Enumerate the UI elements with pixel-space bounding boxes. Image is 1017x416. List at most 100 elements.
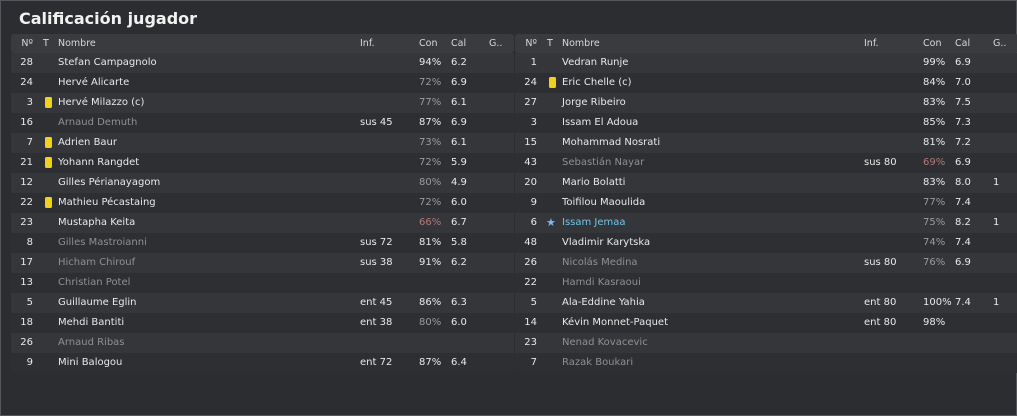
- player-name[interactable]: Issam El Adoua: [562, 117, 639, 128]
- player-name[interactable]: Toifilou Maoulida: [562, 197, 646, 208]
- table-row[interactable]: 22 Mathieu Pécastaing 72% 6.0: [11, 193, 514, 213]
- player-condition: 75%: [923, 217, 946, 228]
- table-row[interactable]: 7 Adrien Baur 73% 6.1: [11, 133, 514, 153]
- table-row[interactable]: 14 Kévin Monnet-Paquet ent 80 98%: [515, 313, 1017, 333]
- table-row[interactable]: 24 Eric Chelle (c) 84% 7.0: [515, 73, 1017, 93]
- player-name[interactable]: Nenad Kovacevic: [562, 337, 648, 348]
- col-header-rating[interactable]: Cal: [451, 38, 467, 49]
- player-name[interactable]: Hervé Alicarte: [58, 77, 130, 88]
- table-row[interactable]: 15 Mohammad Nosrati 81% 7.2: [515, 133, 1017, 153]
- player-name[interactable]: Hicham Chirouf: [58, 257, 136, 268]
- player-name[interactable]: Arnaud Demuth: [58, 117, 138, 128]
- player-name[interactable]: Mini Balogou: [58, 357, 123, 368]
- player-name[interactable]: Ala-Eddine Yahia: [562, 297, 645, 308]
- table-row[interactable]: 7 Razak Boukari: [515, 353, 1017, 373]
- col-header-goals[interactable]: G..: [993, 38, 1007, 49]
- player-name[interactable]: Vedran Runje: [562, 57, 629, 68]
- player-condition: 86%: [419, 297, 442, 308]
- col-header-condition[interactable]: Con: [419, 38, 438, 49]
- player-name[interactable]: Mario Bolatti: [562, 177, 626, 188]
- table-row[interactable]: 27 Jorge Ribeiro 83% 7.5: [515, 93, 1017, 113]
- player-name[interactable]: Yohann Rangdet: [58, 157, 140, 168]
- away-ratings-table: Nº T Nombre Inf. Con Cal G.. 1 Vedran Run…: [515, 34, 1017, 373]
- table-row[interactable]: 26 Arnaud Ribas: [11, 333, 514, 353]
- player-name[interactable]: Gilles Mastroianni: [58, 237, 147, 248]
- player-rating: 6.2: [451, 257, 467, 268]
- table-row[interactable]: 5 Guillaume Eglin ent 45 86% 6.3: [11, 293, 514, 313]
- col-header-info[interactable]: Inf.: [864, 38, 879, 49]
- player-name[interactable]: Kévin Monnet-Paquet: [562, 317, 668, 328]
- table-row[interactable]: 12 Gilles Périanayagom 80% 4.9: [11, 173, 514, 193]
- player-name[interactable]: Gilles Périanayagom: [58, 177, 161, 188]
- player-name[interactable]: Eric Chelle (c): [562, 77, 632, 88]
- player-number: 9: [530, 197, 537, 208]
- col-header-condition[interactable]: Con: [923, 38, 942, 49]
- table-row[interactable]: 22 Hamdi Kasraoui: [515, 273, 1017, 293]
- col-header-goals[interactable]: G..: [489, 38, 503, 49]
- player-name[interactable]: Nicolás Medina: [562, 257, 638, 268]
- player-name[interactable]: Christian Potel: [58, 277, 131, 288]
- player-rating: 6.0: [451, 317, 467, 328]
- table-row[interactable]: 20 Mario Bolatti 83% 8.0 1: [515, 173, 1017, 193]
- player-condition: 77%: [923, 197, 946, 208]
- player-name[interactable]: Mohammad Nosrati: [562, 137, 661, 148]
- player-number: 43: [524, 157, 537, 168]
- player-number: 13: [20, 277, 33, 288]
- table-row[interactable]: 28 Stefan Campagnolo 94% 6.2: [11, 53, 514, 73]
- player-name[interactable]: Jorge Ribeiro: [562, 97, 626, 108]
- table-row[interactable]: 9 Mini Balogou ent 72 87% 6.4: [11, 353, 514, 373]
- player-rating: 6.4: [451, 357, 467, 368]
- player-name[interactable]: Hervé Milazzo (c): [58, 97, 145, 108]
- player-name[interactable]: Arnaud Ribas: [58, 337, 125, 348]
- player-number: 7: [530, 357, 537, 368]
- player-number: 9: [26, 357, 33, 368]
- table-row[interactable]: 17 Hicham Chirouf sus 38 91% 6.2: [11, 253, 514, 273]
- player-number: 6: [530, 217, 537, 228]
- player-rating: 7.4: [955, 237, 971, 248]
- table-row[interactable]: 23 Nenad Kovacevic: [515, 333, 1017, 353]
- player-name[interactable]: Razak Boukari: [562, 357, 634, 368]
- col-header-name[interactable]: Nombre: [562, 38, 600, 49]
- table-row[interactable]: 9 Toifilou Maoulida 77% 7.4: [515, 193, 1017, 213]
- player-name[interactable]: Mehdi Bantiti: [58, 317, 125, 328]
- player-name[interactable]: Hamdi Kasraoui: [562, 277, 641, 288]
- table-row[interactable]: 1 Vedran Runje 99% 6.9: [515, 53, 1017, 73]
- col-header-info[interactable]: Inf.: [360, 38, 375, 49]
- col-header-number[interactable]: Nº: [21, 38, 33, 49]
- player-number: 24: [524, 77, 537, 88]
- table-row[interactable]: 13 Christian Potel: [11, 273, 514, 293]
- table-row[interactable]: 8 Gilles Mastroianni sus 72 81% 5.8: [11, 233, 514, 253]
- player-name[interactable]: Vladimir Karytska: [562, 237, 651, 248]
- table-row[interactable]: 3 Issam El Adoua 85% 7.3: [515, 113, 1017, 133]
- player-name[interactable]: Guillaume Eglin: [58, 297, 137, 308]
- col-header-t[interactable]: T: [547, 38, 553, 49]
- player-name[interactable]: Stefan Campagnolo: [58, 57, 157, 68]
- player-rating: 6.9: [451, 77, 467, 88]
- table-row[interactable]: 3 Hervé Milazzo (c) 77% 6.1: [11, 93, 514, 113]
- player-condition: 91%: [419, 257, 442, 268]
- col-header-name[interactable]: Nombre: [58, 38, 96, 49]
- table-row[interactable]: 5 Ala-Eddine Yahia ent 80 100% 7.4 1: [515, 293, 1017, 313]
- player-name[interactable]: Mustapha Keita: [58, 217, 136, 228]
- table-row[interactable]: 24 Hervé Alicarte 72% 6.9: [11, 73, 514, 93]
- player-number: 12: [20, 177, 33, 188]
- player-condition: 85%: [923, 117, 946, 128]
- table-row[interactable]: 48 Vladimir Karytska 74% 7.4: [515, 233, 1017, 253]
- table-row[interactable]: 43 Sebastián Nayar sus 80 69% 6.9: [515, 153, 1017, 173]
- col-header-t[interactable]: T: [43, 38, 49, 49]
- table-row[interactable]: 21 Yohann Rangdet 72% 5.9: [11, 153, 514, 173]
- table-row[interactable]: 18 Mehdi Bantiti ent 38 80% 6.0: [11, 313, 514, 333]
- player-name[interactable]: Issam Jemaa: [562, 217, 626, 228]
- table-row[interactable]: 23 Mustapha Keita 66% 6.7: [11, 213, 514, 233]
- player-condition: 83%: [923, 177, 946, 188]
- table-row[interactable]: 6 ★ Issam Jemaa 75% 8.2 1: [515, 213, 1017, 233]
- player-name[interactable]: Adrien Baur: [58, 137, 118, 148]
- table-row[interactable]: 26 Nicolás Medina sus 80 76% 6.9: [515, 253, 1017, 273]
- home-rows: 28 Stefan Campagnolo 94% 6.2 24 Hervé Alicart…: [11, 53, 514, 373]
- col-header-rating[interactable]: Cal: [955, 38, 971, 49]
- player-name[interactable]: Mathieu Pécastaing: [58, 197, 156, 208]
- player-number: 23: [524, 337, 537, 348]
- col-header-number[interactable]: Nº: [525, 38, 537, 49]
- player-name[interactable]: Sebastián Nayar: [562, 157, 645, 168]
- table-row[interactable]: 16 Arnaud Demuth sus 45 87% 6.9: [11, 113, 514, 133]
